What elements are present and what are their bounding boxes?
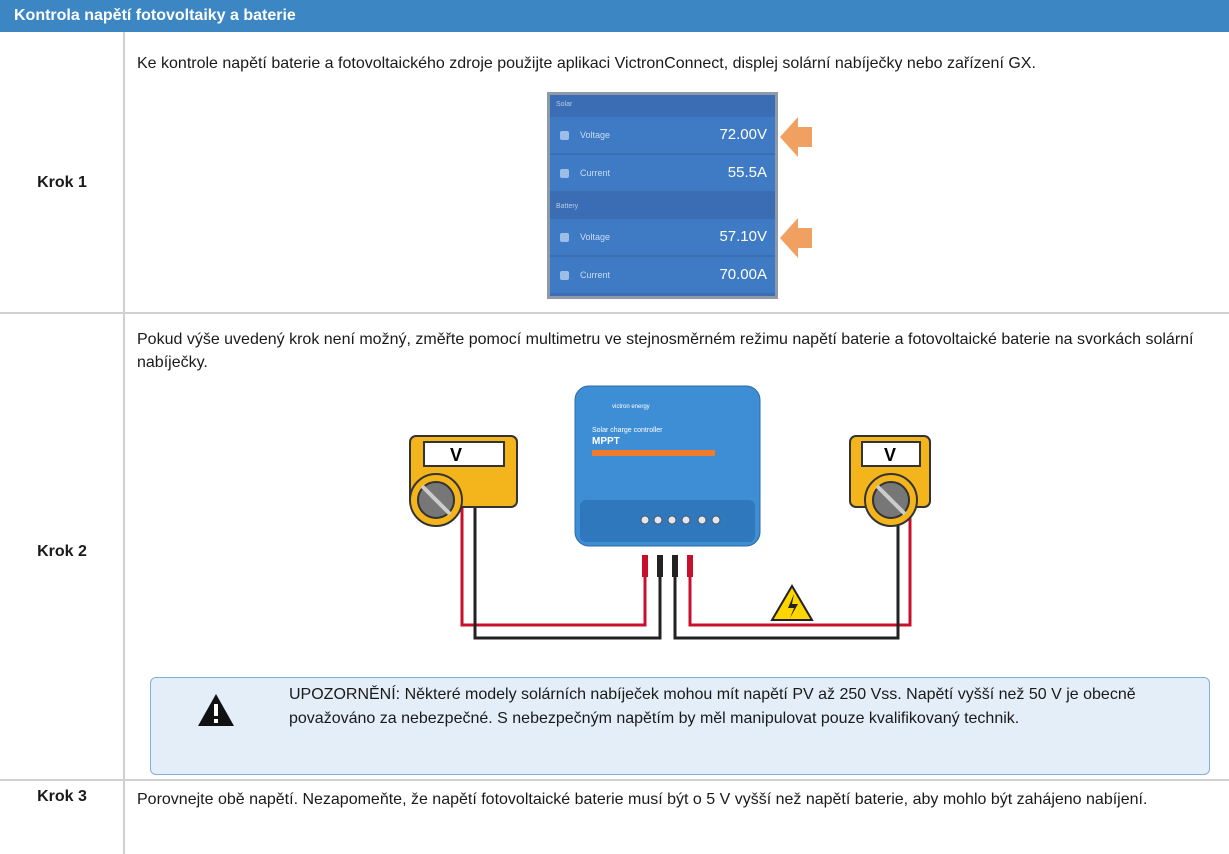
graphic [642, 555, 648, 577]
graphic [640, 515, 650, 525]
graphic [673, 505, 900, 640]
reading-name: Voltage [580, 130, 611, 140]
graphic [681, 515, 691, 525]
wiring-diagram: victron energy Solar charge controller M… [409, 385, 931, 640]
step-label: Krok 2 [37, 543, 87, 560]
arrow [780, 117, 812, 157]
graphic [711, 515, 721, 525]
reading-value: 70.00A [719, 266, 767, 283]
icon [560, 169, 569, 178]
stripe [592, 450, 715, 456]
icon [560, 131, 569, 140]
step-text: Ke kontrole napětí baterie a fotovoltaic… [137, 55, 1036, 72]
graphic [420, 484, 452, 516]
column-divider [123, 32, 125, 854]
reading: Voltage 72.00V [550, 117, 775, 153]
warning-text: UPOZORNĚNÍ: Některé modely solárních nab… [289, 686, 1136, 727]
graphic [688, 505, 912, 627]
step-label: Krok 1 [37, 174, 87, 191]
brand: victron energy [612, 404, 650, 410]
graphic [423, 441, 505, 467]
reading-name: Current [580, 168, 611, 178]
product: Solar charge controller [592, 427, 663, 434]
reading: Voltage 57.10V [550, 219, 775, 255]
model: MPPT [592, 436, 620, 447]
row-divider [0, 312, 1229, 314]
graphic [460, 505, 647, 627]
reading-name: Current [580, 270, 611, 280]
graphic [667, 515, 677, 525]
multimeter-right [849, 435, 931, 527]
reading-value: 57.10V [719, 228, 767, 245]
reading-value: 72.00V [719, 126, 767, 143]
warning-icon [198, 694, 234, 726]
graphic [788, 594, 798, 618]
wires [460, 505, 912, 640]
graphic [657, 555, 663, 577]
charger-base [580, 500, 755, 542]
reading: Current 55.5A [550, 155, 775, 191]
warning-box [150, 677, 1210, 775]
reading: Current 70.00A [550, 257, 775, 293]
arrow [780, 218, 812, 258]
app-screenshot: Solar Voltage 72.00V Current 55.5A Battery… [547, 92, 778, 299]
arrows [780, 117, 812, 258]
probes [642, 555, 693, 577]
graphic [697, 515, 707, 525]
table-header: Kontrola napětí fotovoltaiky a baterie [0, 0, 1229, 32]
graphic [473, 505, 662, 640]
multimeter-left [409, 435, 518, 527]
step-label: Krok 3 [37, 788, 87, 805]
section-title: Battery [556, 203, 579, 210]
row-divider [0, 779, 1229, 781]
terminals [640, 515, 721, 525]
graphic [214, 704, 218, 716]
graphic [861, 441, 921, 467]
graphic [672, 555, 678, 577]
graphic [875, 484, 907, 516]
icon [560, 271, 569, 280]
icon [560, 233, 569, 242]
reading-value: 55.5A [727, 164, 767, 181]
step-text: Porovnejte obě napětí. Nezapomeňte, že n… [137, 791, 1148, 808]
step-text: Pokud výše uvedený krok není možný, změř… [137, 331, 1194, 371]
meter-label: V [884, 445, 896, 465]
graphic [653, 515, 663, 525]
section-title: Solar [556, 101, 573, 108]
graphic [214, 719, 218, 723]
reading-name: Voltage [580, 232, 611, 242]
meter-label: V [450, 445, 462, 465]
graphic [687, 555, 693, 577]
